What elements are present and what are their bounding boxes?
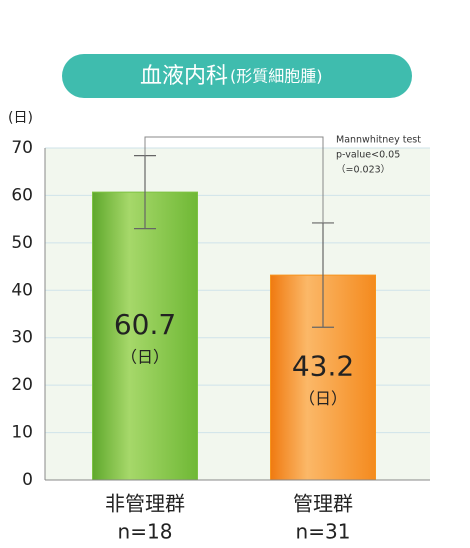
- annotation: Mannwhitney test: [336, 135, 421, 146]
- bar: [270, 274, 376, 481]
- value-label: 60.7: [114, 308, 176, 341]
- annotation: p-value<0.05: [336, 150, 400, 161]
- y-tick-label: 70: [11, 138, 33, 158]
- x-tick-label: 非管理群: [105, 492, 185, 516]
- y-tick-label: 10: [11, 423, 33, 443]
- y-tick-label: 0: [22, 470, 33, 490]
- annotation: （=0.023）: [336, 164, 390, 176]
- y-tick-label: 50: [11, 233, 33, 253]
- title-pill: [62, 54, 412, 98]
- y-tick-label: 40: [11, 280, 33, 300]
- chart-title: 血液内科: [140, 64, 228, 89]
- y-tick-label: 20: [11, 375, 33, 395]
- sample-size: n=31: [296, 520, 351, 544]
- value-label: 43.2: [292, 350, 354, 383]
- sample-size: n=18: [118, 520, 173, 544]
- value-unit: （日）: [299, 389, 347, 408]
- x-tick-label: 管理群: [293, 492, 353, 516]
- chart-subtitle: (形質細胞腫): [230, 67, 323, 86]
- y-unit: (日): [8, 110, 33, 126]
- y-tick-label: 30: [11, 328, 33, 348]
- value-unit: （日）: [121, 348, 169, 367]
- y-tick-label: 60: [11, 185, 33, 205]
- significance-bracket: [144, 136, 324, 223]
